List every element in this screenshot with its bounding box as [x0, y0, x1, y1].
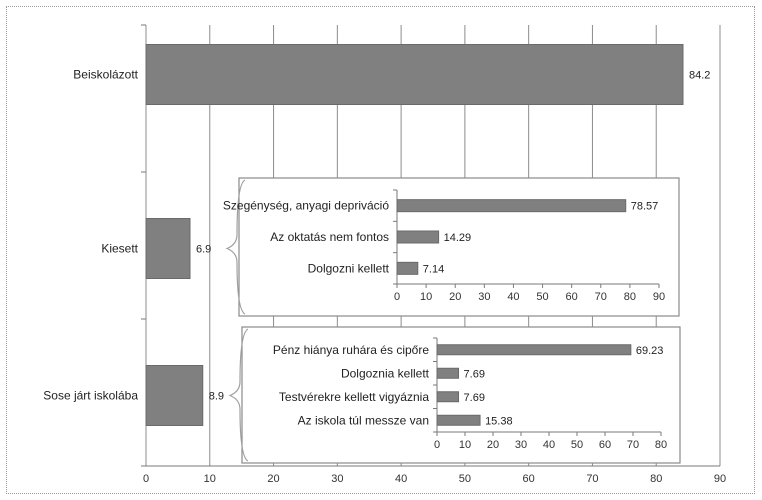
- inset-category-label: Pénz hiánya ruhára és cipőre: [273, 343, 429, 357]
- bar-1: [145, 44, 684, 105]
- inset-x-tick-label: 80: [655, 439, 667, 451]
- inset-value-label: 15.38: [485, 415, 513, 427]
- inset-x-tick-label: 20: [487, 439, 499, 451]
- inset-x-tick-label: 80: [624, 291, 636, 303]
- inset-category-label: Dolgozni kellett: [308, 261, 390, 275]
- value-label: 8.9: [209, 391, 224, 403]
- value-label: 84.2: [689, 70, 710, 82]
- inset-value-label: 78.57: [631, 201, 659, 213]
- x-tick-label: 0: [143, 473, 149, 485]
- category-label: Kiesett: [101, 242, 138, 256]
- inset-bar: [436, 367, 460, 379]
- x-tick-label: 30: [331, 473, 343, 485]
- x-tick-label: 80: [650, 473, 662, 485]
- inset-x-tick-label: 10: [420, 291, 432, 303]
- inset-value-label: 7.14: [423, 263, 444, 275]
- inset-category-label: Az iskola túl messze van: [298, 413, 429, 427]
- inset-category-label: Dolgoznia kellett: [341, 366, 430, 380]
- inset-bar: [396, 199, 627, 213]
- inset-value-label: 7.69: [464, 368, 485, 380]
- bar-2: [145, 218, 191, 279]
- inset-value-label: 69.23: [636, 345, 664, 357]
- bracket-1: [225, 179, 246, 315]
- inset-value-label: 7.69: [464, 392, 485, 404]
- inset-x-tick-label: 70: [595, 291, 607, 303]
- x-tick-label: 90: [714, 473, 726, 485]
- inset-x-tick-label: 20: [449, 291, 461, 303]
- bar-3: [145, 365, 204, 426]
- bracket-2: [228, 328, 249, 462]
- x-tick-label: 70: [586, 473, 598, 485]
- inset-bar: [436, 414, 481, 426]
- inset-x-tick-label: 0: [394, 291, 400, 303]
- x-tick-label: 10: [204, 473, 216, 485]
- value-label: 6.9: [196, 244, 211, 256]
- inset-bar: [396, 230, 440, 244]
- x-tick-label: 40: [395, 473, 407, 485]
- x-tick-label: 20: [267, 473, 279, 485]
- category-label: Sose járt iskolába: [43, 389, 138, 403]
- x-tick-label: 60: [523, 473, 535, 485]
- inset-x-tick-label: 90: [653, 291, 665, 303]
- inset-bar: [436, 344, 632, 356]
- category-label: Beiskolázott: [73, 68, 138, 82]
- inset-bar: [436, 391, 460, 403]
- inset-x-tick-label: 60: [599, 439, 611, 451]
- inset-category-label: Testvérekre kellett vigyáznia: [279, 390, 429, 404]
- inset-x-tick-label: 40: [507, 291, 519, 303]
- chart-frame: [6, 6, 755, 494]
- inset-x-tick-label: 30: [515, 439, 527, 451]
- inset-x-tick-label: 70: [627, 439, 639, 451]
- inset-x-tick-label: 50: [571, 439, 583, 451]
- inset-bar: [396, 261, 419, 275]
- inset-value-label: 14.29: [444, 232, 472, 244]
- inset-x-tick-label: 60: [566, 291, 578, 303]
- inset-category-label: Az oktatás nem fontos: [270, 230, 389, 244]
- inset-category-label: Szegénység, anyagi depriváció: [223, 199, 389, 213]
- inset-x-tick-label: 30: [478, 291, 490, 303]
- x-tick-label: 50: [459, 473, 471, 485]
- inset-x-tick-label: 50: [536, 291, 548, 303]
- inset-x-tick-label: 0: [434, 439, 440, 451]
- inset-x-tick-label: 40: [543, 439, 555, 451]
- inset-x-tick-label: 10: [459, 439, 471, 451]
